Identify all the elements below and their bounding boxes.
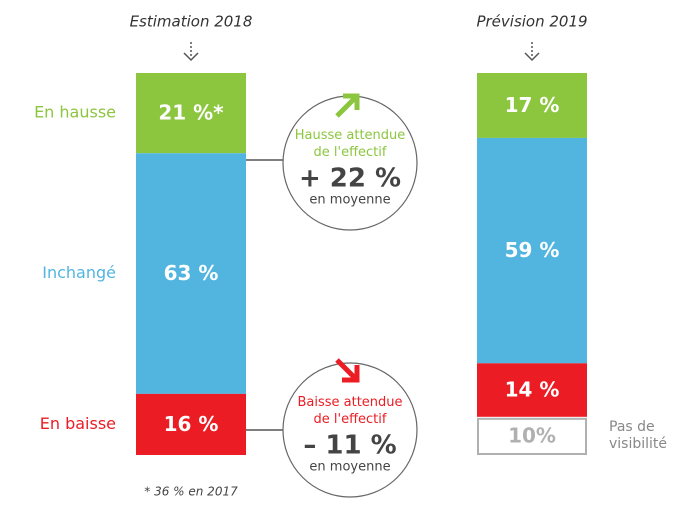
bar-segment	[136, 73, 246, 154]
bar-segment	[477, 417, 587, 455]
annotation-value: – 11 %	[303, 431, 396, 461]
legend-label: En hausse	[34, 103, 116, 122]
value-label: 14 %	[505, 378, 560, 402]
arrows	[183, 42, 540, 62]
column-title: Estimation 2018	[130, 13, 253, 31]
annotation-text: Hausse attendue de l'effectif	[295, 128, 406, 160]
annotation-note: en moyenne	[309, 193, 390, 208]
value-label: 17 %	[505, 93, 560, 117]
value-label: 16 %	[164, 412, 219, 436]
down-arrow	[335, 358, 360, 383]
column-title: Prévision 2019	[476, 13, 587, 31]
legend-label: En baisse	[40, 414, 116, 433]
legend-label: Inchangé	[42, 263, 116, 282]
footnote: * 36 % en 2017	[144, 485, 238, 499]
value-label: 63 %	[164, 261, 219, 285]
value-label: 21 %*	[158, 101, 224, 125]
bar-segment	[477, 363, 587, 417]
annotation-text: Baisse attendue de l'effectif	[297, 395, 402, 427]
bar-segment	[136, 393, 246, 455]
value-label: 59 %	[505, 238, 560, 262]
up-arrow	[335, 93, 360, 118]
bar-segment	[136, 153, 246, 394]
legend-label: Pas de visibilité	[609, 418, 668, 452]
annotation-note: en moyenne	[309, 460, 390, 475]
bar-segment	[477, 73, 587, 138]
bar-segment	[477, 137, 587, 364]
value-label: 10%	[508, 423, 556, 447]
annotation-circle	[282, 362, 418, 498]
annotation-value: + 22 %	[299, 164, 401, 194]
connectors	[246, 159, 283, 431]
